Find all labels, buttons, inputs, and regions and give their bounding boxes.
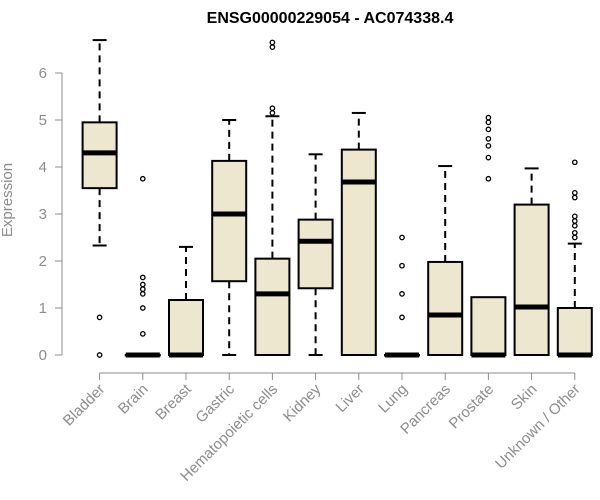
outlier-point (139, 291, 146, 297)
box-body (513, 203, 550, 356)
outlier-point (485, 114, 492, 121)
outlier-point (571, 159, 578, 166)
x-tick-label: Lung (375, 381, 411, 417)
outlier-point (139, 330, 146, 337)
outlier-point (139, 286, 146, 293)
x-tick-label: Breast (152, 380, 195, 423)
box-breast (168, 245, 204, 358)
box-body (470, 296, 507, 357)
box-skin (513, 167, 550, 356)
outlier-point (485, 119, 492, 126)
outlier-point (139, 305, 146, 311)
chart-title: ENSG00000229054 - AC074338.4 (207, 10, 454, 27)
box-body (427, 260, 464, 356)
box-liver (340, 111, 377, 356)
box-gastric (211, 119, 248, 356)
outlier-point (485, 143, 492, 149)
y-tick-label: 4 (39, 159, 47, 176)
box-pancreas (427, 165, 464, 356)
outlier-point (399, 291, 405, 297)
x-tick-label: Kidney (280, 380, 325, 425)
outlier-point (139, 274, 146, 281)
box-prostate (470, 114, 507, 358)
outlier-point (96, 352, 103, 358)
box-body (254, 257, 291, 356)
y-tick-label: 5 (39, 112, 47, 129)
box-lung (384, 234, 420, 358)
outlier-point (571, 213, 578, 220)
box-kidney (297, 153, 334, 356)
outlier-point (399, 234, 405, 241)
y-tick-label: 3 (39, 206, 47, 223)
outlier-point (269, 105, 276, 112)
x-tick-label: Liver (333, 381, 368, 416)
outlier-point (571, 234, 578, 241)
box-unknown-other (556, 159, 593, 358)
box-body (168, 299, 204, 357)
y-tick-label: 2 (39, 253, 47, 270)
outlier-point (269, 110, 276, 116)
x-tick-label: Prostate (446, 381, 498, 433)
outlier-point (139, 281, 146, 288)
y-axis: 0 1 2 3 4 5 6 (39, 65, 63, 364)
outlier-point (269, 39, 276, 46)
outlier-point (269, 44, 276, 51)
outlier-point (571, 194, 578, 201)
outlier-point (571, 218, 578, 224)
outlier-point (399, 314, 405, 321)
outlier-point (485, 135, 492, 142)
y-tick-label: 0 (39, 347, 47, 364)
box-bladder (81, 39, 118, 358)
x-tick-label: Bladder (60, 381, 109, 430)
y-axis-label: Expression (0, 163, 16, 237)
outlier-point (571, 222, 578, 229)
x-tick-label: Skin (508, 381, 541, 414)
outlier-point (485, 175, 492, 182)
outlier-point (399, 262, 405, 269)
y-tick-label: 1 (39, 300, 47, 317)
y-tick-label: 6 (39, 65, 47, 82)
outlier-point (571, 229, 578, 236)
outlier-point (571, 190, 578, 196)
box-brain (124, 175, 161, 358)
boxplot-series (81, 39, 593, 358)
outlier-point (485, 126, 492, 133)
box-body (211, 159, 248, 283)
box-body (297, 218, 334, 290)
x-tick-label: Brain (115, 381, 152, 418)
box-hematopoietic-cells (254, 39, 291, 356)
outlier-point (96, 314, 103, 321)
box-body (556, 307, 593, 356)
outlier-point (485, 154, 492, 161)
outlier-point (139, 175, 146, 182)
